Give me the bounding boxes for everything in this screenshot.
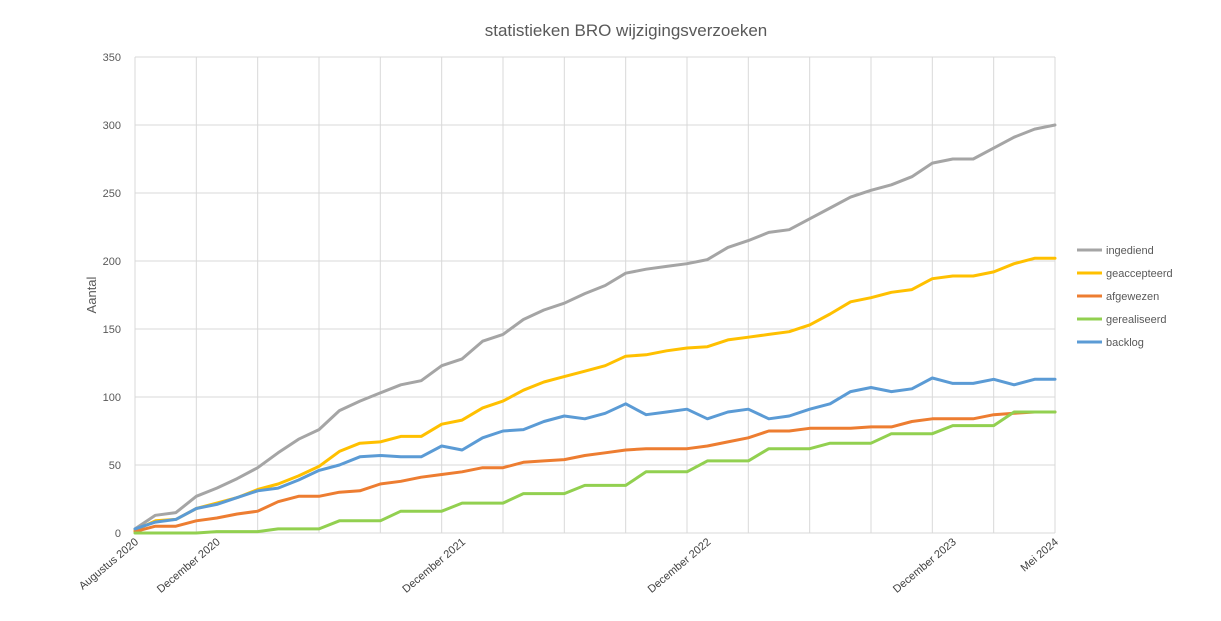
series-line-gerealiseerd	[133, 410, 1057, 535]
x-tick-label: December 2022	[646, 536, 714, 596]
x-axis-ticks: Augustus 2020 December 2020 December 2021 D…	[77, 536, 1061, 596]
series-line-backlog	[133, 376, 1057, 531]
y-tick-label: 150	[103, 324, 121, 336]
y-tick-label: 50	[109, 460, 121, 472]
y-tick-label: 250	[103, 188, 121, 200]
gridlines	[134, 56, 1056, 534]
x-tick-label: Mei 2024	[1019, 536, 1061, 574]
series-line-afgewezen	[133, 410, 1057, 534]
legend-label-afgewezen: afgewezen	[1106, 291, 1159, 303]
y-tick-label: 350	[103, 52, 121, 64]
legend-label-backlog: backlog	[1106, 337, 1144, 349]
y-tick-label: 100	[103, 392, 121, 404]
y-axis-label: Aantal	[84, 276, 99, 313]
series-lines	[133, 123, 1057, 535]
y-tick-label: 0	[115, 528, 121, 540]
legend-label-gerealiseerd: gerealiseerd	[1106, 314, 1167, 326]
legend-label-geaccepteerd: geaccepteerd	[1106, 268, 1173, 280]
x-tick-label: Augustus 2020	[77, 536, 141, 592]
series-line-ingediend	[133, 123, 1057, 531]
y-tick-label: 200	[103, 256, 121, 268]
y-tick-label: 300	[103, 120, 121, 132]
chart-title: statistieken BRO wijzigingsverzoeken	[485, 21, 768, 40]
x-tick-label: December 2021	[400, 536, 468, 596]
series-line-geaccepteerd	[133, 256, 1057, 532]
x-tick-label: December 2020	[155, 536, 223, 596]
y-axis-ticks: 0 50 100 150 200 250 300 350	[103, 52, 121, 540]
legend: ingediend geaccepteerd afgewezen gerealisee…	[1077, 245, 1173, 349]
legend-label-ingediend: ingediend	[1106, 245, 1154, 257]
x-tick-label: December 2023	[891, 536, 959, 596]
